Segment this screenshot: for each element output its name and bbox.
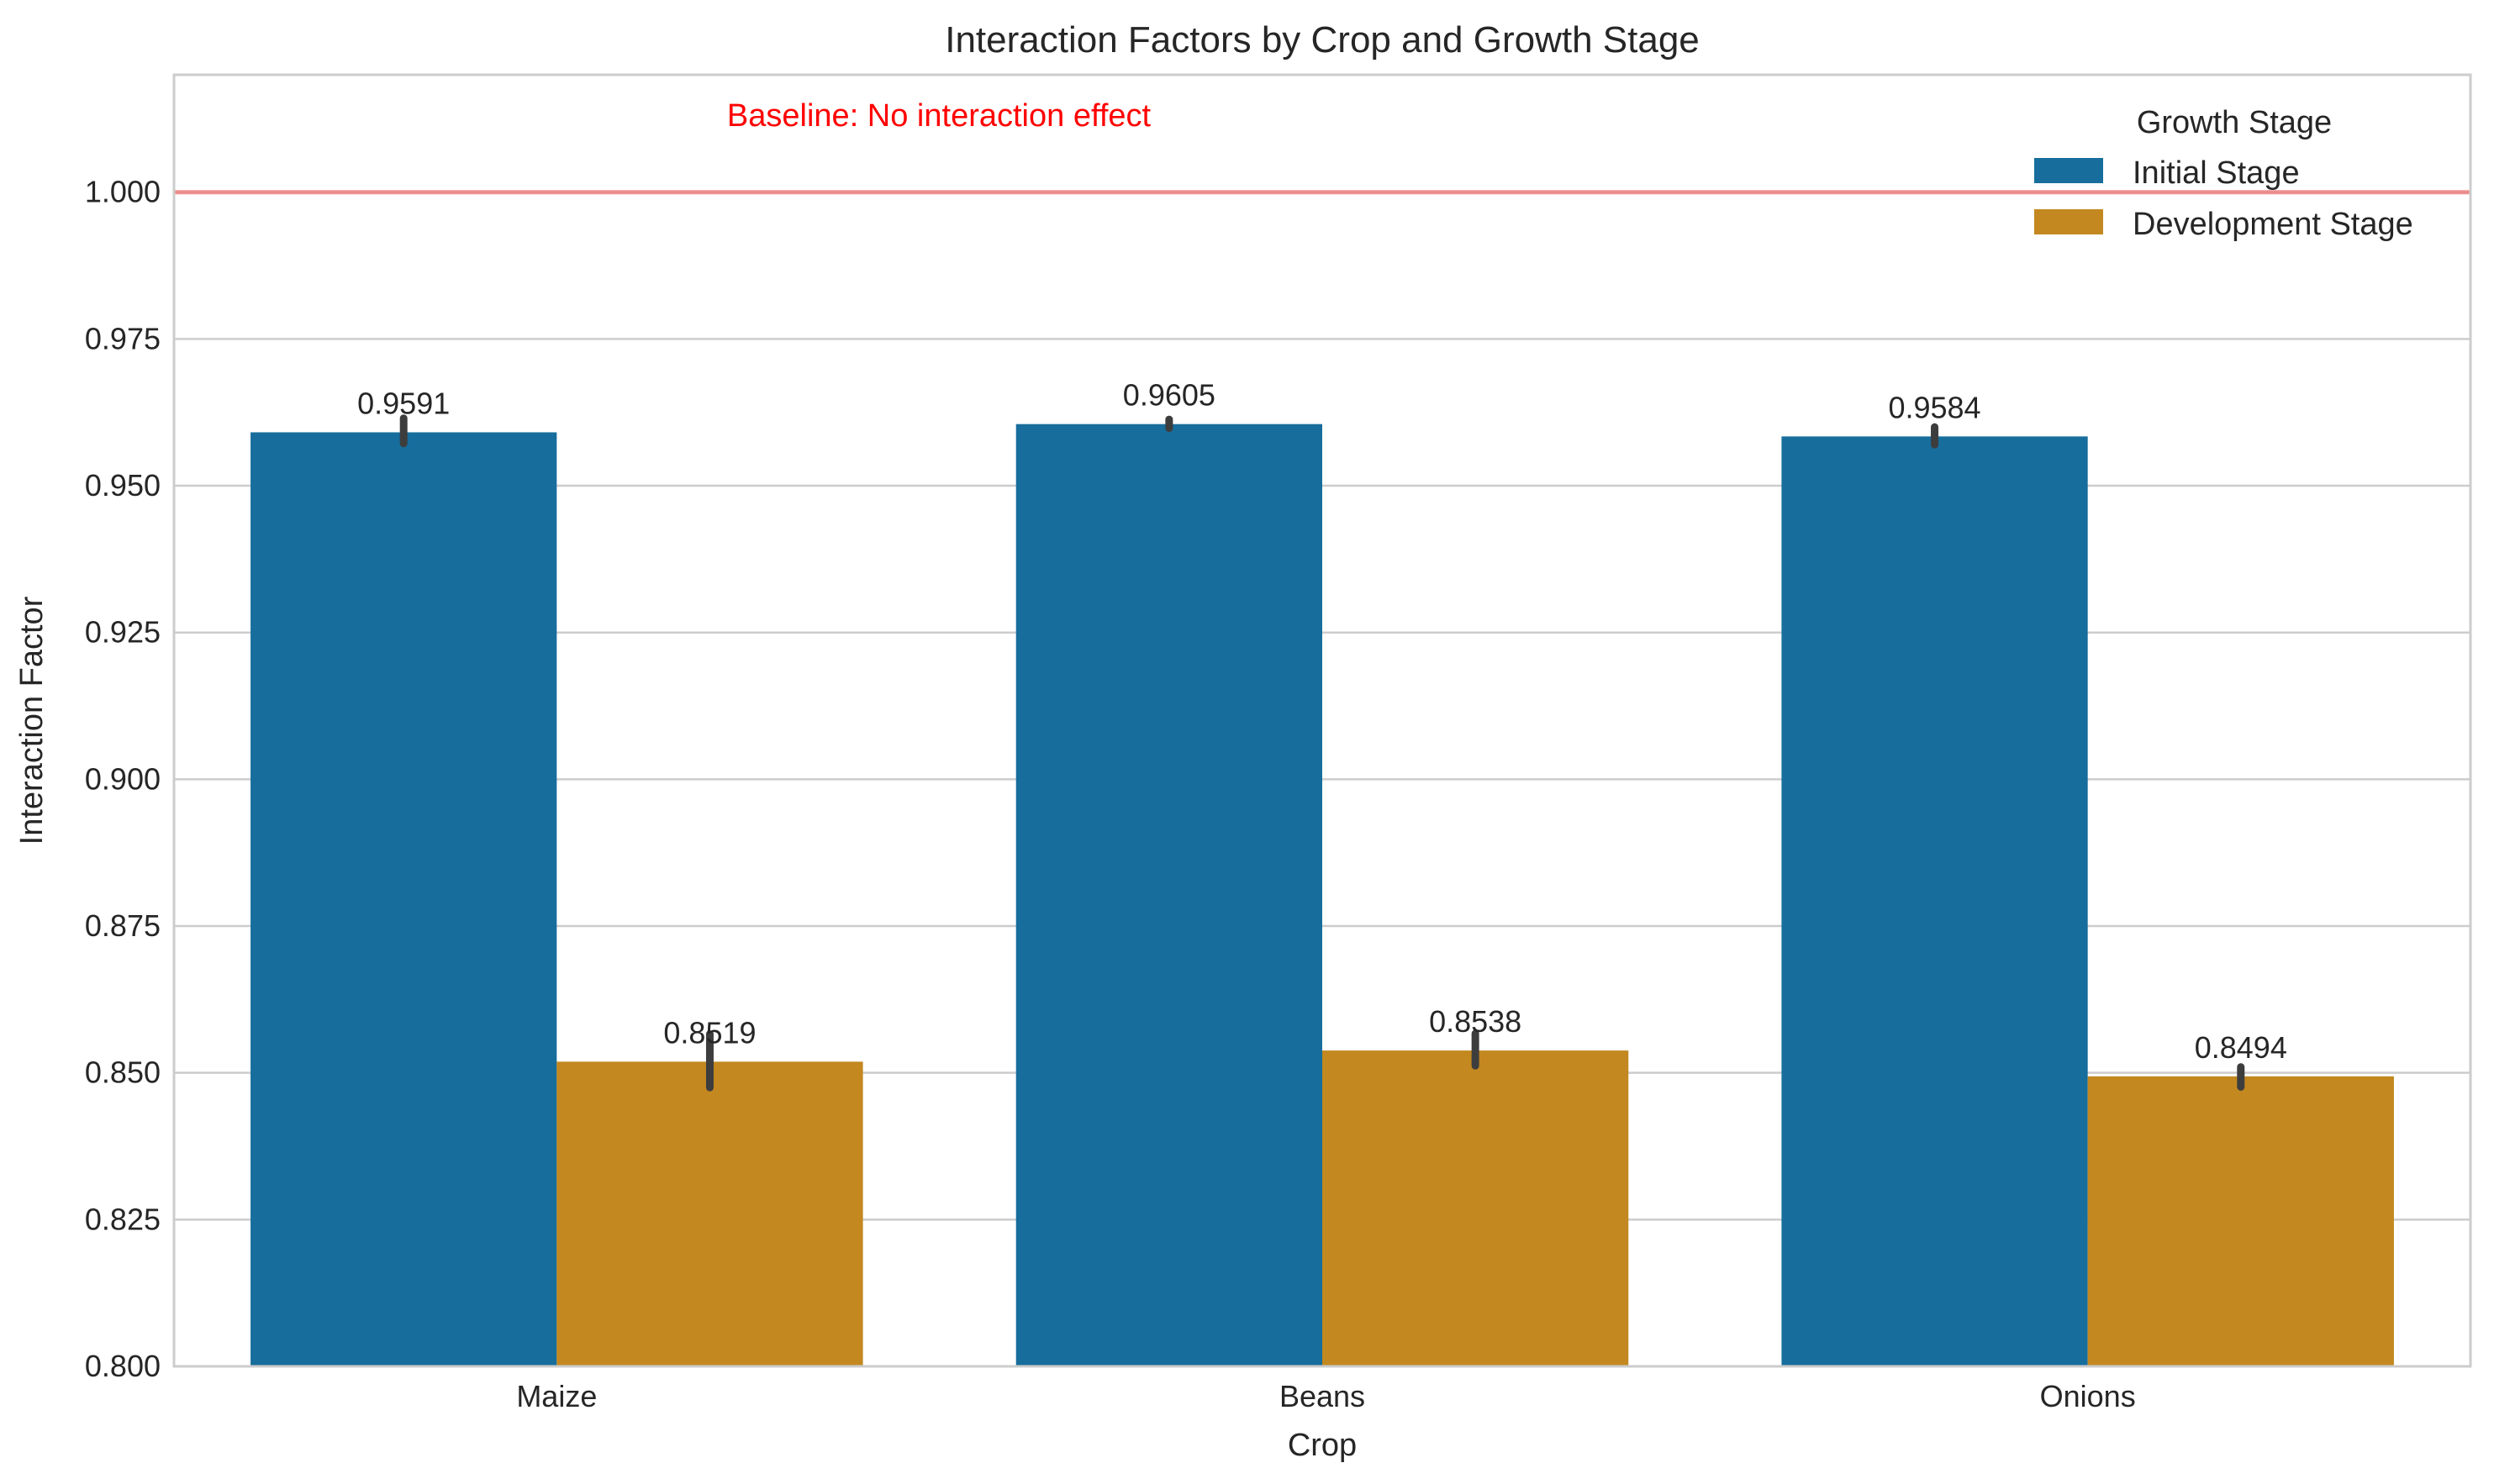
data-label: 0.9591 (357, 386, 450, 420)
x-tick-label: Onions (2040, 1379, 2136, 1413)
data-label: 0.8519 (663, 1015, 756, 1050)
bars-group (250, 424, 2394, 1367)
bar (1781, 436, 2088, 1366)
legend-title: Growth Stage (2137, 105, 2332, 140)
y-tick-labels: 0.800 0.825 0.850 0.875 0.900 0.925 0.950 0.975… (85, 175, 161, 1383)
y-tick-label: 0.950 (85, 468, 161, 503)
plot-frame (172, 73, 2472, 1368)
y-axis-label: Interaction Factor (14, 596, 50, 845)
legend-swatch (2034, 158, 2103, 183)
y-tick-label: 0.875 (85, 908, 161, 943)
x-tick-labels: Maize Beans Onions (516, 1379, 2135, 1413)
bar (556, 1061, 863, 1366)
x-tick-label: Beans (1279, 1379, 1365, 1413)
bar (2087, 1076, 2394, 1366)
error-bars-group (399, 414, 2245, 1092)
legend-label: Initial Stage (2133, 155, 2300, 191)
x-axis-label: Crop (1288, 1428, 1357, 1463)
y-tick-label: 0.925 (85, 615, 161, 650)
data-labels-group: 0.9591 0.9605 0.9584 0.8519 0.8538 0.8494 (357, 378, 2287, 1065)
data-label: 0.9584 (1888, 390, 1980, 424)
bar (250, 432, 557, 1367)
y-tick-label: 1.000 (85, 175, 161, 209)
bar (1322, 1050, 1629, 1366)
legend-items: Initial Stage Development Stage (2034, 155, 2413, 242)
chart-title: Interaction Factors by Crop and Growth S… (945, 19, 1700, 61)
y-tick-label: 0.825 (85, 1202, 161, 1236)
data-label: 0.9605 (1123, 378, 1215, 413)
data-label: 0.8538 (1429, 1004, 1521, 1039)
legend-swatch (2034, 209, 2103, 234)
y-tick-label: 0.900 (85, 761, 161, 796)
legend: Growth Stage Initial Stage Development St… (2034, 105, 2413, 242)
y-tick-label: 0.800 (85, 1349, 161, 1383)
y-tick-label: 0.850 (85, 1055, 161, 1090)
baseline-annotation: Baseline: No interaction effect (727, 98, 1152, 134)
legend-label: Development Stage (2133, 207, 2413, 242)
data-label: 0.8494 (2195, 1030, 2287, 1065)
bar (1015, 424, 1322, 1367)
x-tick-label: Maize (516, 1379, 597, 1413)
y-tick-label: 0.975 (85, 321, 161, 355)
